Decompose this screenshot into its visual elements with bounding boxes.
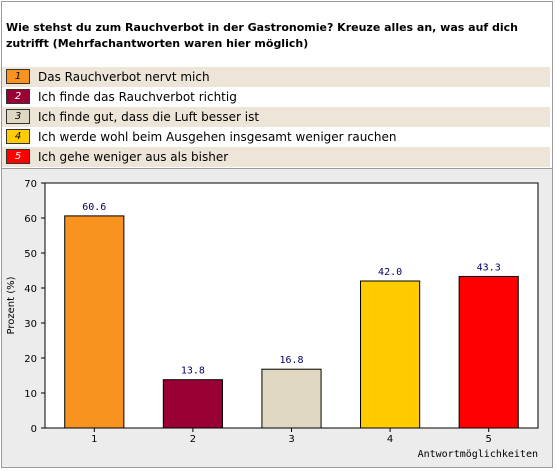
legend-item-2: 2 Ich finde das Rauchverbot richtig [2,87,550,107]
question-title: Wie stehst du zum Rauchverbot in der Gas… [6,21,519,50]
y-tick-label: 10 [24,389,37,400]
legend-swatch-number-2: 2 [14,91,22,102]
legend-label-4: Ich werde wohl beim Ausgehen insgesamt w… [38,130,397,144]
x-tick-label: 5 [486,434,492,445]
legend-swatch-2: 2 [6,89,30,104]
y-tick-label: 70 [24,179,37,190]
y-tick-label: 20 [24,354,37,365]
bar-value-label: 13.8 [181,366,205,377]
y-tick-label: 50 [24,249,37,260]
y-tick-label: 0 [31,424,37,435]
legend-swatch-number-4: 4 [14,131,22,142]
legend-item-5: 5 Ich gehe weniger aus als bisher [2,147,550,167]
x-tick-label: 2 [190,434,196,445]
bar-2 [162,379,223,429]
bar-value-label: 43.3 [477,262,501,273]
legend-item-4: 4 Ich werde wohl beim Ausgehen insgesamt… [2,127,550,147]
x-axis-label: Antwortmöglichkeiten [418,449,538,460]
legend-swatch-number-1: 1 [14,71,22,82]
y-tick-label: 60 [24,214,37,225]
legend-swatch-1: 1 [6,69,30,84]
x-tick-label: 1 [91,434,97,445]
x-tick-label: 3 [288,434,294,445]
bar-4 [360,280,421,429]
y-tick-label: 40 [24,284,37,295]
legend-label-3: Ich finde gut, dass die Luft besser ist [38,110,260,124]
legend-swatch-3: 3 [6,109,30,124]
legend-swatch-5: 5 [6,149,30,164]
legend-swatch-number-5: 5 [14,151,22,162]
bar-3 [261,368,322,429]
y-axis-label: Prozent (%) [6,276,17,334]
legend-label-5: Ich gehe weniger aus als bisher [38,150,229,164]
legend-label-2: Ich finde das Rauchverbot richtig [38,90,237,104]
y-tick-label: 30 [24,319,37,330]
legend-swatch-number-3: 3 [14,111,22,122]
bar-value-label: 60.6 [82,202,106,213]
legend: 1 Das Rauchverbot nervt mich 2 Ich finde… [2,67,550,167]
legend-item-1: 1 Das Rauchverbot nervt mich [2,67,550,87]
bar-value-label: 42.0 [378,267,402,278]
bar-1 [64,215,125,429]
bar-5 [458,275,519,429]
legend-label-1: Das Rauchverbot nervt mich [38,70,210,84]
x-tick-label: 4 [387,434,393,445]
legend-swatch-4: 4 [6,129,30,144]
legend-item-3: 3 Ich finde gut, dass die Luft besser is… [2,107,550,127]
bar-value-label: 16.8 [279,355,303,366]
